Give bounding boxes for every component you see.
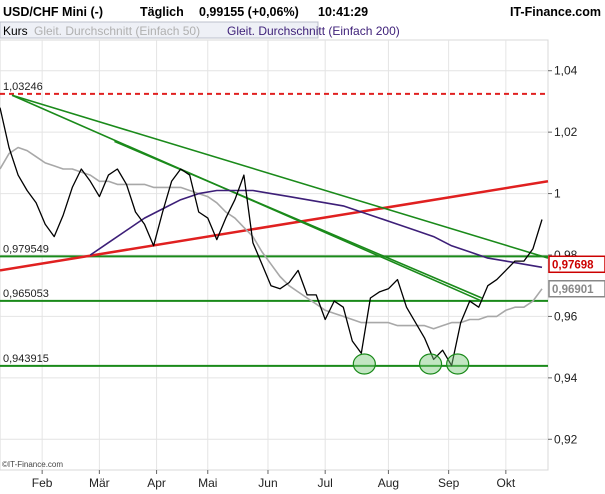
y-tick-label: 1,02 [554, 125, 578, 139]
interval-label: Täglich [140, 5, 184, 19]
brand-label: IT-Finance.com [510, 5, 601, 19]
x-tick-label: Okt [497, 476, 516, 490]
x-tick-label: Jun [258, 476, 277, 490]
trend-line [114, 140, 483, 299]
trend-line [0, 180, 549, 272]
bottom-marker-circle [446, 353, 470, 375]
y-tick-label: 0,92 [554, 432, 578, 446]
price-badge-label: 0,96901 [552, 284, 594, 296]
price-badges: 0,97698 0,96901 [548, 255, 605, 298]
quote-label: 0,99155 (+0,06%) [199, 5, 299, 19]
time-label: 10:41:29 [318, 5, 368, 19]
x-tick-label: Mai [198, 476, 217, 490]
legend-box [0, 21, 319, 39]
series-layer [0, 107, 543, 367]
x-tick-label: Apr [147, 476, 166, 490]
price-badge-label: 0,97698 [552, 259, 594, 271]
x-tick-label: Sep [438, 476, 460, 490]
y-tick-label: 1 [554, 187, 561, 201]
sma50-line [0, 146, 543, 330]
x-tick-label: Aug [378, 476, 399, 490]
bottom-marker-circle [352, 353, 376, 375]
price-badge [548, 280, 605, 298]
x-tick-label: Feb [32, 476, 53, 490]
grid-lines [0, 40, 548, 470]
y-tick-label: 1,04 [554, 64, 578, 78]
level-label: 0,979549 [3, 243, 49, 255]
instrument-title: USD/CHF Mini (-) [3, 5, 103, 19]
legend-item-kurs[interactable]: Kurs [3, 24, 28, 38]
legend-item-sma200[interactable]: Gleit. Durchschnitt (Einfach 200) [227, 24, 400, 38]
level-label: 0,943915 [3, 353, 49, 365]
legend-item-sma50[interactable]: Gleit. Durchschnitt (Einfach 50) [34, 24, 200, 38]
x-tick-label: Jul [318, 476, 333, 490]
y-tick-label: 0,96 [554, 309, 578, 323]
price-line [0, 107, 543, 367]
bottom-markers [352, 353, 470, 375]
sma200-line [89, 189, 543, 269]
trend-line [11, 94, 549, 259]
y-tick-label: 0,94 [554, 371, 578, 385]
price-badge [548, 255, 605, 274]
x-tick-label: Mär [89, 476, 110, 490]
x-axis: Feb Mär Apr Mai Jun Jul Aug Sep Okt [32, 470, 516, 490]
level-label: 1,03246 [3, 81, 43, 93]
copyright-label: ©IT-Finance.com [2, 460, 63, 469]
bottom-marker-circle [418, 353, 443, 375]
level-label: 0,965053 [3, 288, 49, 300]
